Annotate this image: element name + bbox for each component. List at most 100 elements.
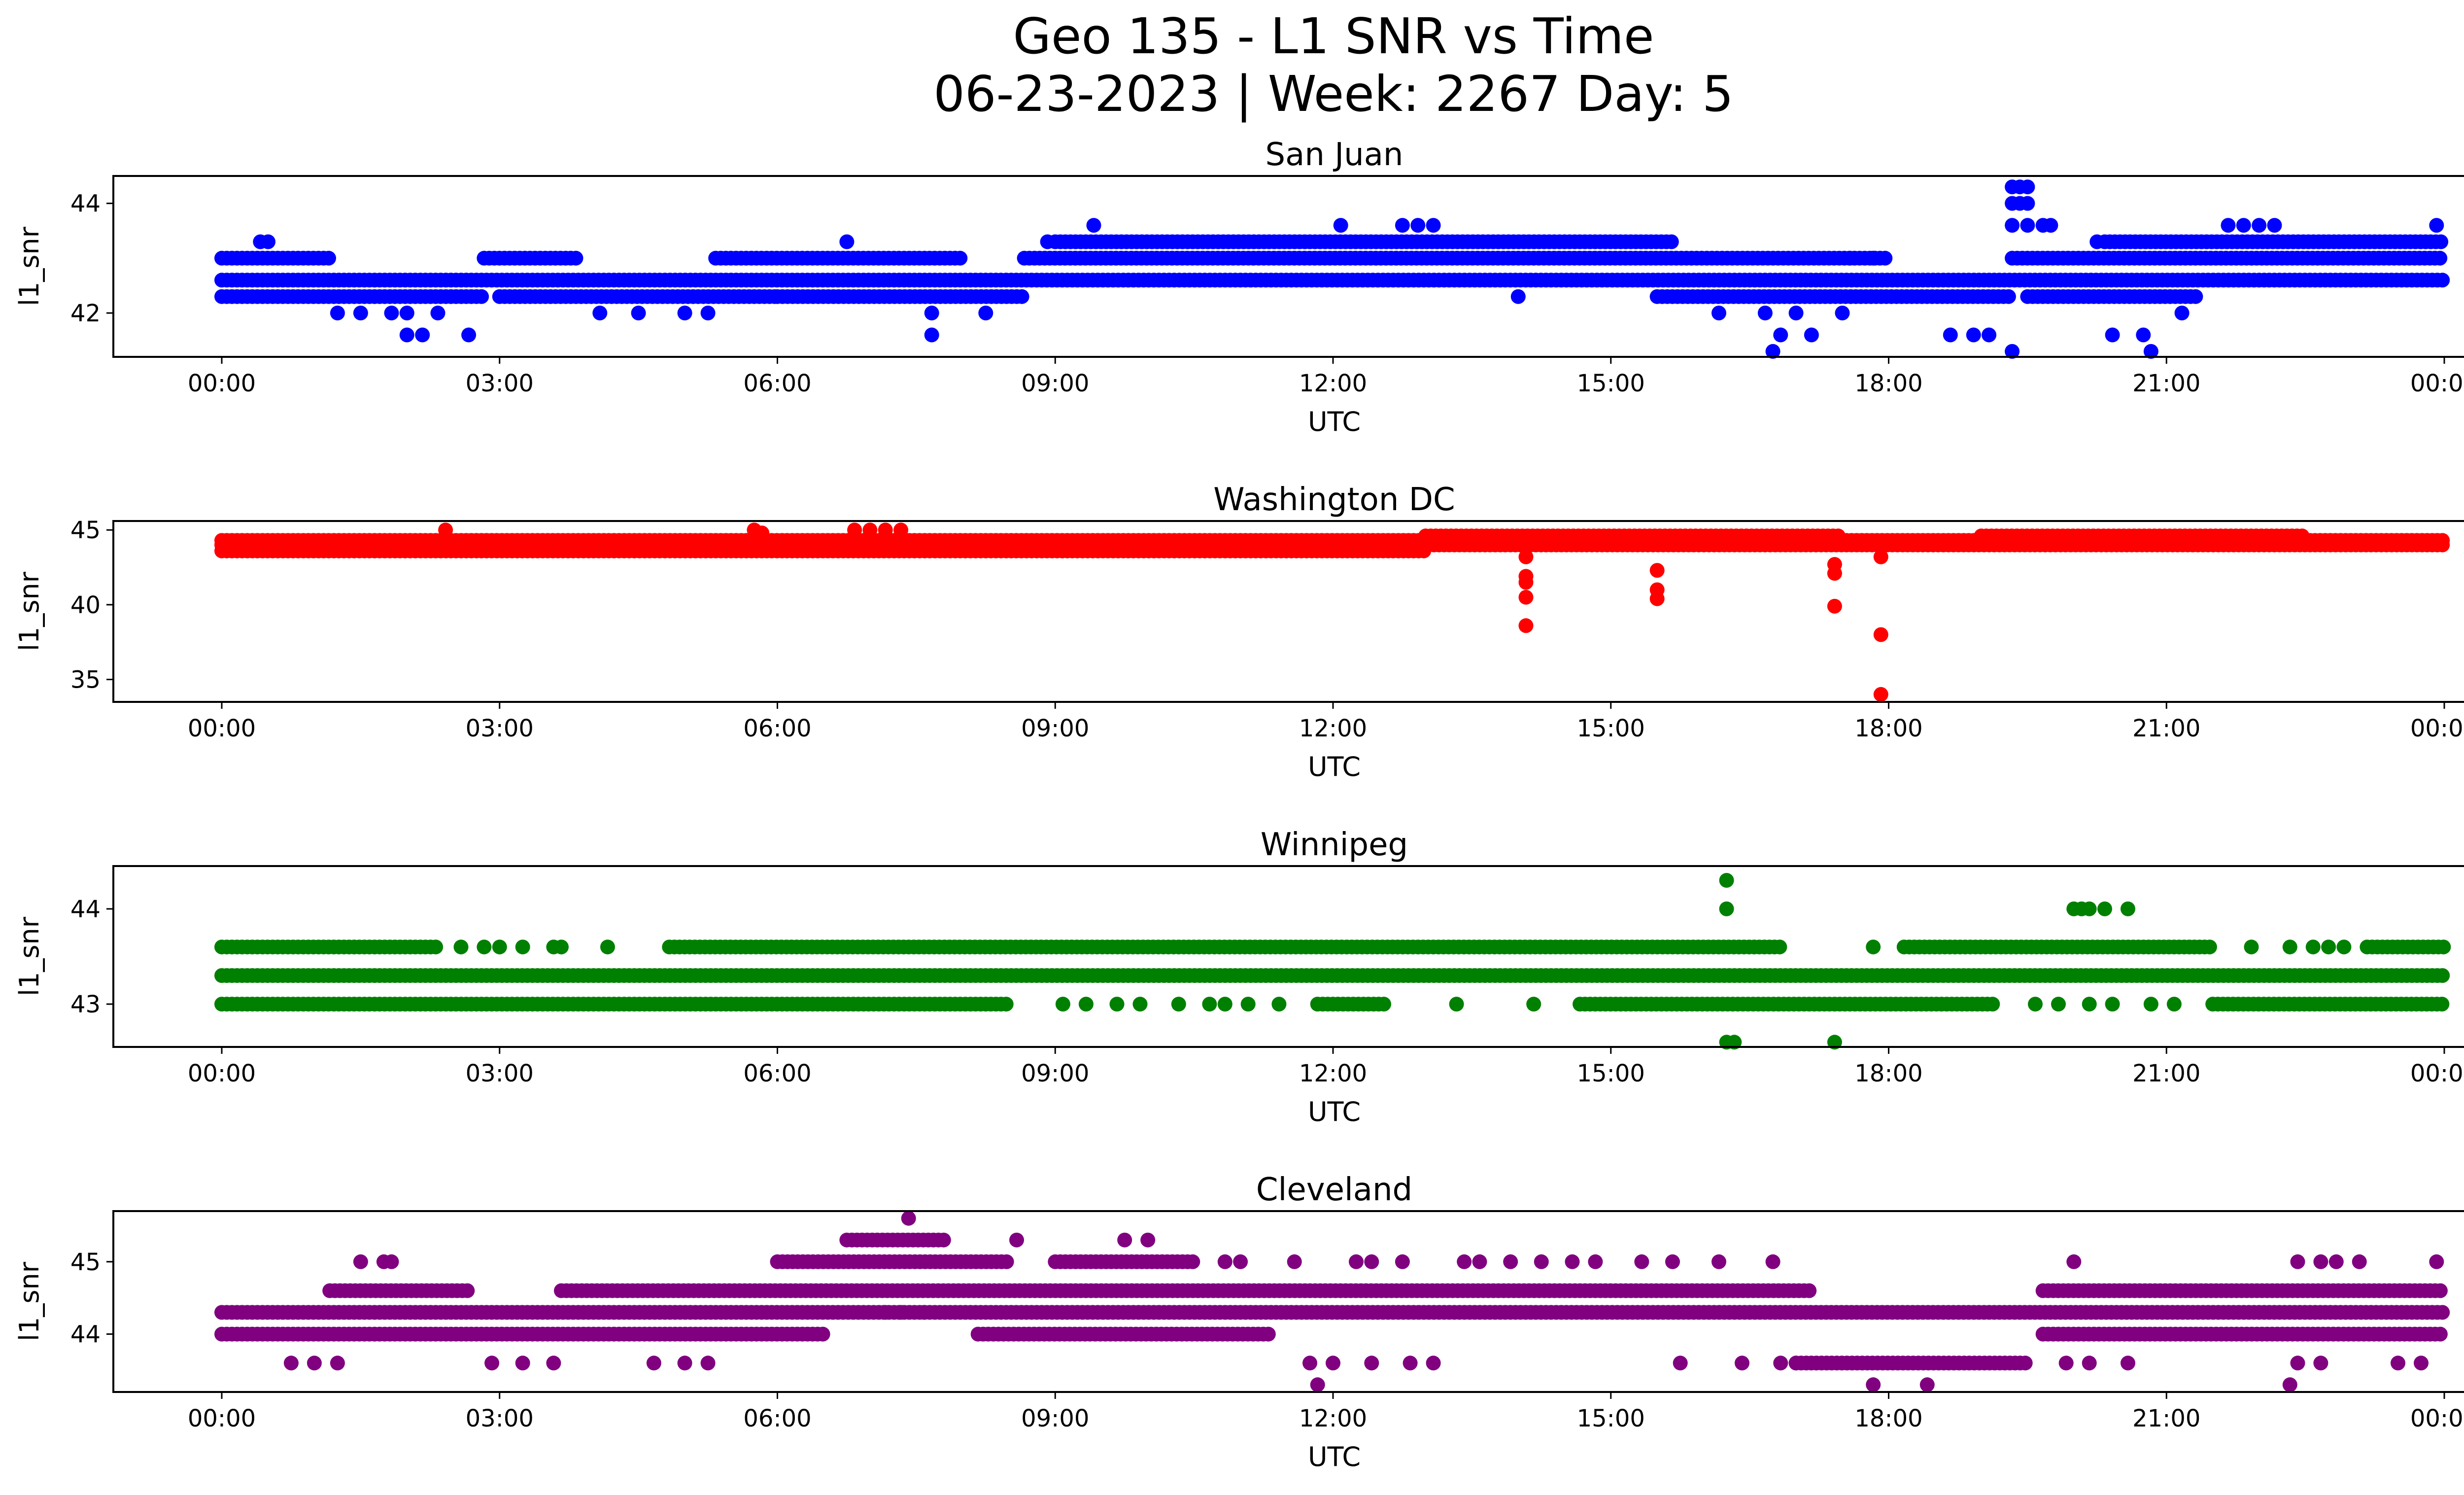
data-point [1302, 1356, 1317, 1371]
figure-title-line2: 06-23-2023 | Week: 2267 Day: 5 [933, 65, 1733, 123]
data-point [1873, 549, 1888, 564]
data-point [700, 1356, 716, 1371]
data-point [1757, 306, 1773, 320]
data-point [2028, 997, 2043, 1012]
data-point [1140, 1232, 1156, 1248]
x-tick-label: 03:00 [466, 1060, 534, 1087]
data-point [1426, 218, 1441, 233]
data-point [2018, 1356, 2033, 1371]
data-point [847, 522, 862, 538]
data-point [1518, 590, 1534, 605]
x-tick-label: 12:00 [1299, 715, 1367, 742]
data-point [1449, 997, 1464, 1012]
data-point [1202, 997, 1217, 1012]
data-point [1565, 1254, 1580, 1269]
data-point [839, 234, 855, 249]
data-point [2020, 196, 2035, 211]
data-point [1261, 1326, 1276, 1342]
axes-frame [112, 175, 2464, 358]
data-point [600, 939, 615, 955]
data-point [1117, 1232, 1132, 1248]
data-point [1772, 939, 1787, 955]
data-point [1233, 1254, 1248, 1269]
x-tick-label: 15:00 [1577, 715, 1645, 742]
x-tick-label: 03:00 [466, 715, 534, 742]
x-tick-label: 18:00 [1854, 370, 1922, 397]
subplot-title: Washington DC [1213, 482, 1455, 518]
data-point [754, 525, 770, 541]
data-point [2336, 939, 2352, 955]
data-point [2294, 528, 2310, 544]
data-point [1649, 591, 1665, 606]
data-point [2202, 939, 2217, 955]
data-point [2043, 218, 2058, 233]
data-point [1802, 1283, 1817, 1298]
data-point [2252, 218, 2267, 233]
data-point [1788, 306, 1804, 320]
x-axis-label: UTC [1308, 1096, 1361, 1127]
data-point [1719, 873, 1734, 888]
data-point [1078, 997, 1094, 1012]
data-point [2305, 939, 2321, 955]
data-point [2434, 997, 2450, 1012]
x-tick-label: 00:00 [2410, 715, 2464, 742]
data-point [2001, 289, 2016, 304]
x-tick-label: 21:00 [2132, 715, 2200, 742]
x-tick-label: 00:00 [188, 715, 256, 742]
data-point [2020, 179, 2035, 195]
data-point [2097, 901, 2112, 916]
data-point [2082, 997, 2097, 1012]
data-point [2432, 1283, 2448, 1298]
data-point [307, 1356, 322, 1371]
data-point [474, 289, 489, 304]
data-point [1765, 344, 1780, 359]
data-point [2433, 234, 2449, 249]
x-tick-label: 00:00 [188, 1060, 256, 1087]
data-point [554, 939, 569, 955]
data-point [1873, 687, 1888, 702]
data-point [1055, 997, 1070, 1012]
data-point [1086, 218, 1101, 233]
data-point [862, 522, 878, 538]
data-point [1395, 218, 1410, 233]
data-point [2352, 1254, 2367, 1269]
data-point [384, 1254, 399, 1269]
data-point [2267, 218, 2282, 233]
data-point [1831, 528, 1846, 544]
data-point [2429, 1254, 2444, 1269]
data-point [1349, 1254, 1364, 1269]
data-point [1326, 1356, 1340, 1371]
data-point [1185, 1254, 1200, 1269]
data-point [1333, 218, 1348, 233]
data-point [2435, 273, 2450, 288]
data-point [515, 1356, 530, 1371]
subplot-title: Cleveland [1256, 1172, 1412, 1208]
data-point [477, 939, 492, 955]
data-point [1410, 218, 1426, 233]
data-point [283, 1356, 299, 1371]
data-point [646, 1356, 661, 1371]
data-point [1518, 549, 1534, 564]
data-point [2435, 968, 2450, 983]
data-point [1719, 901, 1734, 916]
data-point [1649, 563, 1665, 578]
data-point [1526, 997, 1541, 1012]
data-point [384, 306, 399, 320]
data-point [2432, 1326, 2448, 1342]
data-point [330, 1356, 345, 1371]
data-point [461, 327, 477, 343]
x-tick-label: 00:00 [2410, 370, 2464, 397]
subplot-title: San Juan [1266, 137, 1403, 173]
data-point [2051, 997, 2066, 1012]
data-point [2082, 901, 2097, 916]
x-axis-label: UTC [1308, 751, 1361, 782]
x-tick-label: 12:00 [1299, 1060, 1367, 1087]
data-point [1765, 1254, 1780, 1269]
data-point [878, 522, 893, 538]
data-point [2105, 997, 2120, 1012]
data-point [2174, 306, 2190, 320]
